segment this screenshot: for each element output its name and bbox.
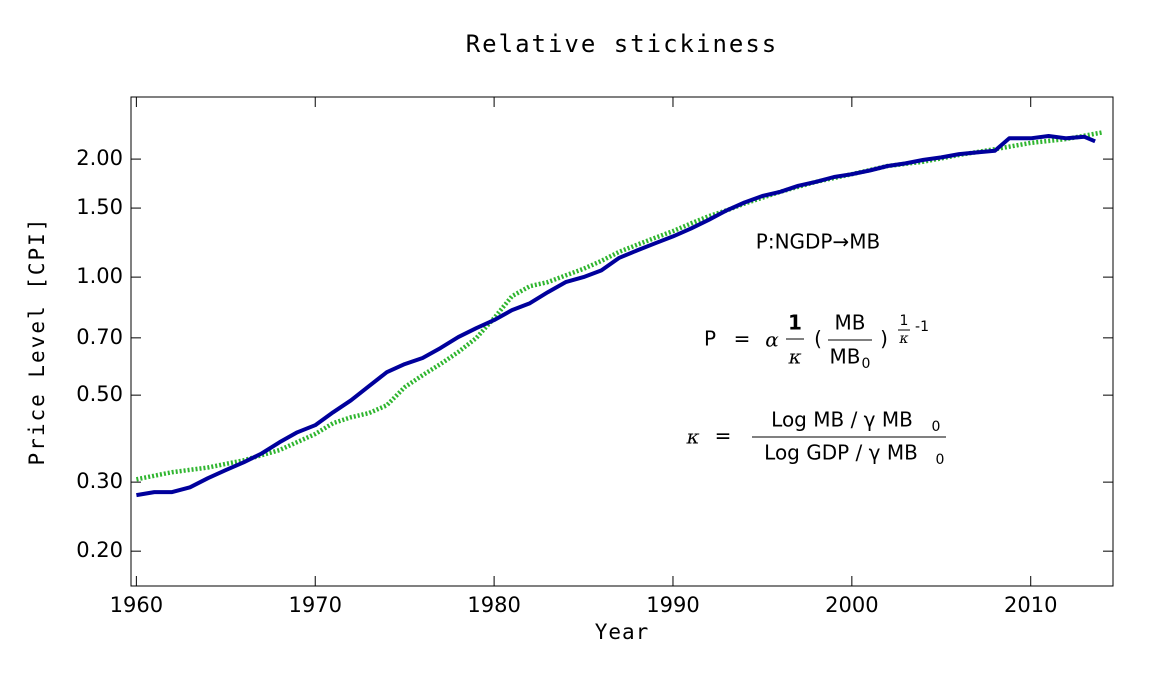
plot-frame (130, 96, 1114, 587)
formula-text: 0 (862, 356, 871, 372)
formula-text: = (715, 424, 732, 448)
formula-text: κ (898, 331, 908, 347)
x-tick-label: 1990 (646, 593, 699, 617)
formula-text: 1 (900, 313, 909, 329)
y-tick-label: 1.00 (76, 264, 123, 288)
x-tick-label: 2000 (825, 593, 878, 617)
formula-text: Log MB / γ MB (771, 408, 913, 432)
y-tick-label: 2.00 (76, 146, 123, 170)
formula-text: α (765, 328, 779, 352)
y-tick-label: 1.50 (76, 195, 123, 219)
plot-area (135, 130, 1103, 498)
x-axis-label: Year (595, 620, 650, 644)
y-tick-label: 0.50 (76, 382, 123, 406)
x-tick-label: 1980 (467, 593, 520, 617)
x-tick-label: 1970 (289, 593, 342, 617)
formula-text: 0 (936, 452, 945, 468)
formula-text: MB (835, 311, 866, 335)
y-tick-label: 0.70 (76, 325, 123, 349)
y-axis-label: Price Level [CPI] (25, 217, 49, 466)
formula-text: κ (685, 425, 699, 449)
chart-title: Relative stickiness (466, 30, 779, 58)
mapping-label: P:NGDP→MB (756, 230, 880, 254)
formula-text: ( (814, 327, 822, 351)
y-tick-label: 0.20 (76, 538, 123, 562)
x-tick-label: 2010 (1004, 593, 1057, 617)
formula-text: ) (880, 327, 888, 351)
formula-text: = (734, 327, 751, 351)
y-tick-label: 0.30 (76, 469, 123, 493)
formula-text: 1 (788, 311, 802, 335)
series-line (136, 134, 1096, 498)
series-line (135, 130, 1103, 482)
formula-text: 0 (932, 419, 941, 435)
formula-text: κ (787, 345, 801, 369)
formula-text: -1 (915, 319, 929, 335)
x-tick-label: 1960 (110, 593, 163, 617)
formula-text: P (704, 327, 716, 351)
formula-text: Log GDP / γ MB (764, 441, 918, 465)
annotations: P:NGDP→MB P = α 1 κ ( MB MB 0 ) 1 κ -1 κ… (685, 230, 946, 468)
formula-text: MB (830, 345, 861, 369)
